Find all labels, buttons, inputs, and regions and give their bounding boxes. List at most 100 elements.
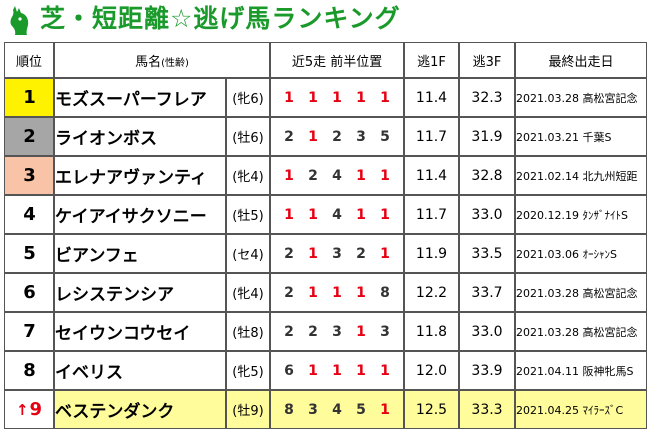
last-race: 2021.04.11 阪神牝馬S (515, 351, 648, 390)
last-race-name: ｵｰｼｬﾝS (582, 247, 617, 261)
recent-position: 3 (356, 128, 366, 145)
rank-cell: 5 (4, 234, 54, 273)
recent-position: 1 (284, 167, 294, 184)
rank-number: 2 (23, 126, 36, 147)
title-bar: 芝・短距離☆逃げ馬ランキング (0, 0, 651, 40)
table-row: 8 イベリス (牝5) 6 1 1 1 1 12.0 33.9 2021.04.11 阪神牝馬S (4, 351, 648, 390)
recent-position: 2 (284, 128, 294, 145)
header-horse-sub: (性齢) (161, 57, 189, 69)
first-furlong-time: 11.9 (404, 234, 460, 273)
recent-position: 3 (380, 323, 390, 340)
horse-sex-age: (牡8) (226, 312, 271, 351)
last-race-date: 2021.04.11 (516, 364, 579, 378)
table-row: 1 モズスーパーフレア (牝6) 1 1 1 1 1 11.4 32.3 2021.03.28 高松… (4, 78, 648, 117)
recent-position: 1 (380, 245, 390, 262)
horse-sex-age: (セ4) (226, 234, 271, 273)
recent-position: 1 (380, 362, 390, 379)
rank-cell: ↑9 (4, 390, 54, 429)
recent-position: 1 (308, 128, 318, 145)
last-race-date: 2021.02.14 (516, 169, 579, 183)
recent-position: 2 (284, 245, 294, 262)
table-header-row: 順位 馬名(性齢) 近5走 前半位置 逃1F 逃3F 最終出走日 (4, 42, 648, 78)
recent-position: 1 (380, 167, 390, 184)
last-race-date: 2020.12.19 (516, 208, 579, 222)
first-furlong-time: 12.5 (404, 390, 460, 429)
horse-name: モズスーパーフレア (54, 78, 226, 117)
header-horse: 馬名(性齢) (54, 42, 271, 78)
recent-position: 1 (308, 284, 318, 301)
three-furlong-time: 32.3 (459, 78, 516, 117)
recent-position: 1 (308, 89, 318, 106)
header-rank: 順位 (4, 42, 54, 78)
last-race-name: 阪神牝馬S (582, 364, 634, 378)
last-race-name: 高松宮記念 (582, 91, 638, 105)
recent-position: 1 (356, 89, 366, 106)
horse-name: セイウンコウセイ (54, 312, 226, 351)
last-race-date: 2021.03.28 (516, 325, 579, 339)
table-row: 6 レシステンシア (牝4) 2 1 1 1 8 12.2 33.7 2021.03.28 高松宮記… (4, 273, 648, 312)
horse-sex-age: (牡6) (226, 117, 271, 156)
recent-position: 1 (356, 323, 366, 340)
recent-position: 4 (332, 206, 342, 223)
recent-position: 1 (356, 167, 366, 184)
recent-position: 6 (284, 362, 294, 379)
horse-name: イベリス (54, 351, 226, 390)
recent-position: 3 (332, 245, 342, 262)
last-race-date: 2021.03.28 (516, 286, 579, 300)
last-race: 2021.03.21 千葉S (515, 117, 648, 156)
table-row: 5 ビアンフェ (セ4) 2 1 3 2 1 11.9 33.5 2021.03.06 ｵｰｼｬﾝS (4, 234, 648, 273)
horse-head-icon (10, 6, 29, 35)
rank-cell: 6 (4, 273, 54, 312)
header-recent: 近5走 前半位置 (270, 42, 405, 78)
recent-position: 2 (284, 323, 294, 340)
rank-number: 9 (29, 399, 43, 420)
last-race-name: 高松宮記念 (582, 325, 638, 339)
ranking-table: 順位 馬名(性齢) 近5走 前半位置 逃1F 逃3F 最終出走日 1 モズスーパー… (4, 42, 648, 429)
recent-position: 2 (308, 323, 318, 340)
horse-name: レシステンシア (54, 273, 226, 312)
first-furlong-time: 11.8 (404, 312, 460, 351)
rank-number: 4 (23, 204, 36, 225)
first-furlong-time: 11.4 (404, 156, 460, 195)
page-title: 芝・短距離☆逃げ馬ランキング (40, 4, 401, 33)
last-race: 2021.03.28 高松宮記念 (515, 273, 648, 312)
table-row: 3 エレナアヴァンティ (牝4) 1 2 4 1 1 11.4 32.8 2021.02.14 北九… (4, 156, 648, 195)
horse-sex-age: (牡5) (226, 195, 271, 234)
horse-name: エレナアヴァンティ (54, 156, 226, 195)
three-furlong-time: 33.0 (459, 312, 516, 351)
horse-sex-age: (牝4) (226, 156, 271, 195)
last-race: 2021.03.28 高松宮記念 (515, 312, 648, 351)
rank-cell: 4 (4, 195, 54, 234)
rank-number: 6 (23, 282, 36, 303)
horse-name: ケイアイサクソニー (54, 195, 226, 234)
recent-position: 1 (332, 89, 342, 106)
recent-position: 1 (308, 245, 318, 262)
last-race-date: 2021.04.25 (516, 403, 579, 417)
recent-position: 1 (356, 362, 366, 379)
first-furlong-time: 11.7 (404, 195, 460, 234)
last-race-date: 2021.03.21 (516, 130, 579, 144)
last-race: 2021.02.14 北九州短距 (515, 156, 648, 195)
rank-number: 7 (23, 321, 36, 342)
recent-position: 1 (308, 362, 318, 379)
recent-position: 5 (380, 128, 390, 145)
three-furlong-time: 33.9 (459, 351, 516, 390)
horse-name: ベステンダンク (54, 390, 226, 429)
first-furlong-time: 11.7 (404, 117, 460, 156)
recent-position: 3 (332, 323, 342, 340)
first-furlong-time: 12.0 (404, 351, 460, 390)
recent-position: 1 (332, 284, 342, 301)
last-race: 2020.12.19 ﾀﾝｻﾞﾅｲﾄS (515, 195, 648, 234)
last-race: 2021.03.28 高松宮記念 (515, 78, 648, 117)
rank-cell: 2 (4, 117, 54, 156)
last-race-date: 2021.03.06 (516, 247, 579, 261)
recent-position: 1 (356, 206, 366, 223)
last-race: 2021.03.06 ｵｰｼｬﾝS (515, 234, 648, 273)
three-furlong-time: 33.5 (459, 234, 516, 273)
table-row: 4 ケイアイサクソニー (牡5) 1 1 4 1 1 11.7 33.0 2020.12.19 ﾀﾝ… (4, 195, 648, 234)
